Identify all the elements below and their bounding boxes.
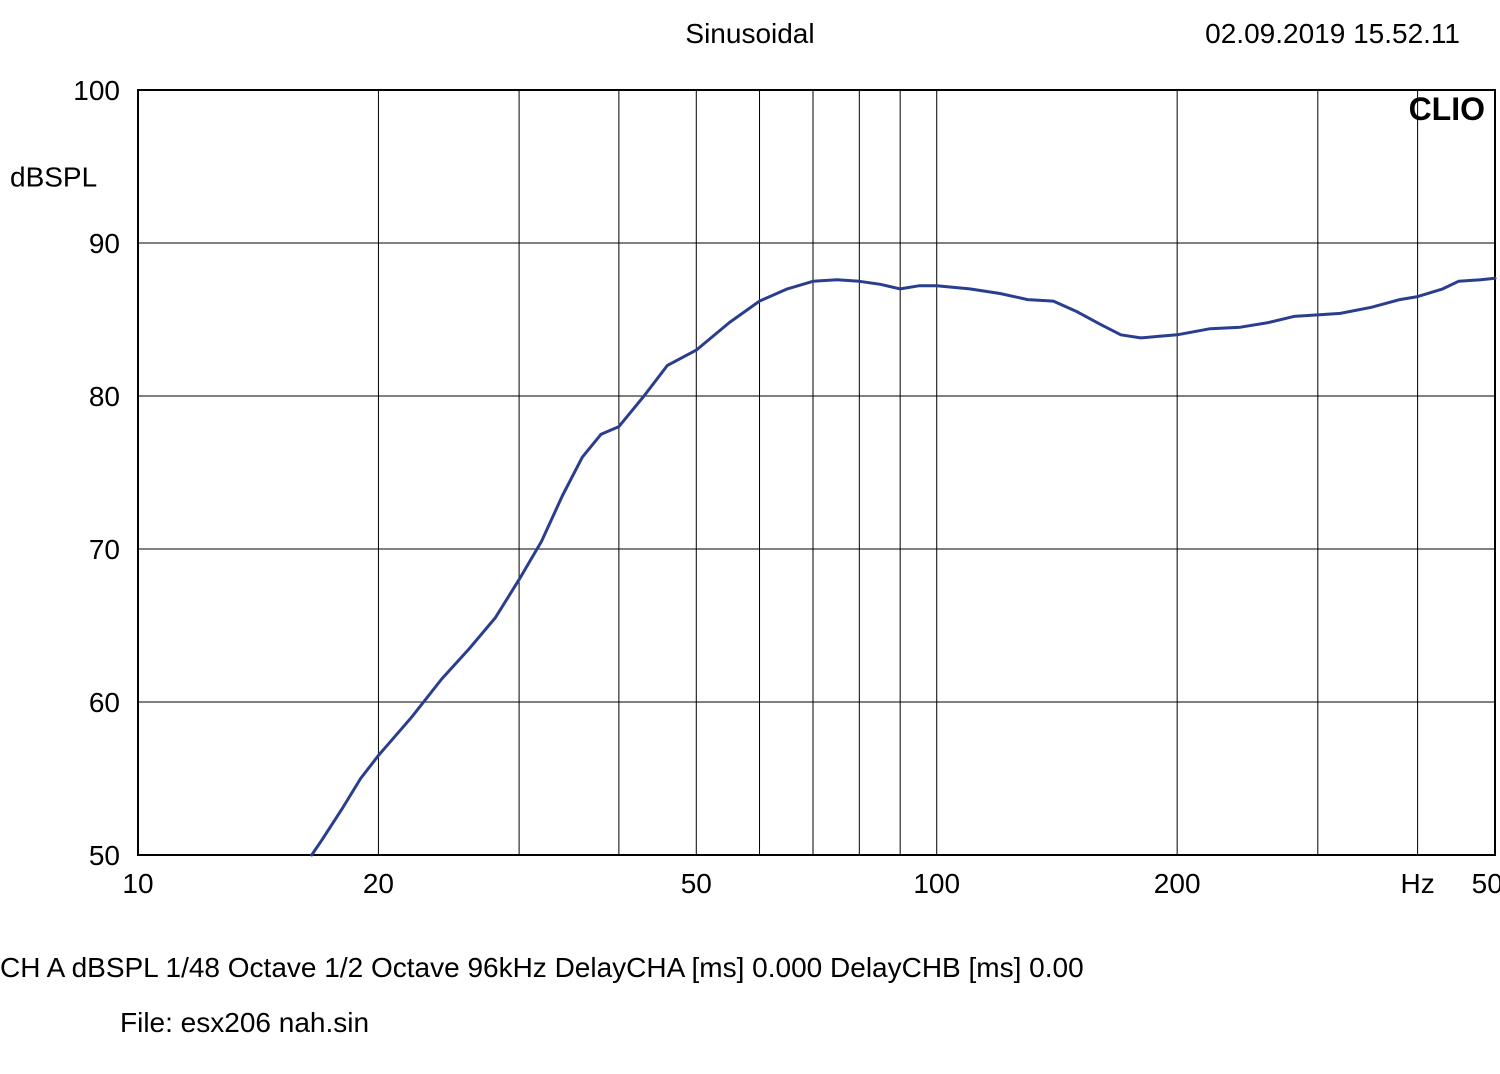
chart-timestamp: 02.09.2019 15.52.11 [1205, 18, 1460, 50]
channel-info-bar: CH A dBSPL 1/48 Octave 1/2 Octave 96kHz … [0, 952, 1500, 984]
svg-text:90: 90 [89, 228, 120, 259]
svg-text:100: 100 [73, 75, 120, 106]
svg-text:10: 10 [122, 868, 153, 899]
svg-text:200: 200 [1154, 868, 1201, 899]
channel-info-text: CH A dBSPL 1/48 Octave 1/2 Octave 96kHz … [0, 952, 1084, 983]
svg-text:dBSPL: dBSPL [10, 162, 97, 193]
svg-text:500: 500 [1472, 868, 1500, 899]
svg-text:Hz: Hz [1400, 868, 1434, 899]
svg-text:70: 70 [89, 534, 120, 565]
brand-label: CLIO [1409, 91, 1485, 127]
svg-text:60: 60 [89, 687, 120, 718]
frequency-response-chart: 50 60 70 80 90 100 10 20 50 100 200 500 Hz dBSPL CLIO [0, 60, 1500, 930]
svg-text:20: 20 [363, 868, 394, 899]
svg-text:80: 80 [89, 381, 120, 412]
chart-area: 50 60 70 80 90 100 10 20 50 100 200 500 Hz dBSPL CLIO [0, 60, 1500, 930]
svg-text:50: 50 [89, 840, 120, 871]
chart-title: Sinusoidal [685, 18, 814, 50]
file-label: File: esx206 nah.sin [120, 1007, 369, 1039]
svg-text:50: 50 [681, 868, 712, 899]
svg-text:100: 100 [913, 868, 960, 899]
